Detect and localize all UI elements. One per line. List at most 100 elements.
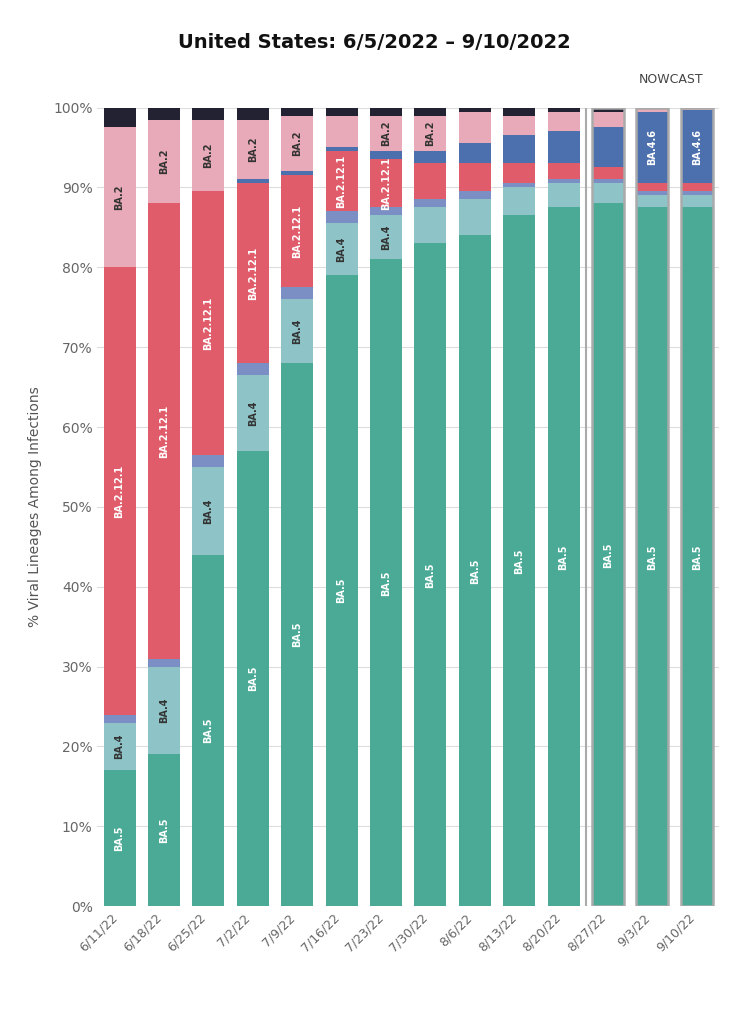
Bar <box>637 196 668 207</box>
Bar <box>637 207 668 906</box>
Text: BA.2.12.1: BA.2.12.1 <box>115 464 124 517</box>
Bar <box>281 116 313 171</box>
Bar <box>103 108 136 127</box>
Bar <box>237 120 269 179</box>
Bar <box>548 108 580 112</box>
Bar <box>148 755 180 906</box>
Bar <box>414 108 446 116</box>
Text: BA.5: BA.5 <box>425 562 435 588</box>
Text: BA.4.6: BA.4.6 <box>692 129 702 165</box>
Text: BA.4.6: BA.4.6 <box>647 129 658 166</box>
Bar <box>637 191 668 196</box>
Bar <box>237 375 269 451</box>
Bar <box>326 211 357 223</box>
Text: BA.2: BA.2 <box>292 131 302 157</box>
Text: BA.4: BA.4 <box>248 400 258 426</box>
Bar <box>637 108 668 906</box>
Bar <box>414 164 446 200</box>
Text: United States: 6/5/2022 – 9/10/2022: United States: 6/5/2022 – 9/10/2022 <box>178 33 571 52</box>
Bar <box>281 175 313 287</box>
Text: BA.2: BA.2 <box>381 121 391 146</box>
Bar <box>592 108 624 112</box>
Bar <box>237 183 269 364</box>
Bar <box>281 299 313 364</box>
Bar <box>681 191 713 196</box>
Bar <box>503 183 536 187</box>
Text: BA.2.12.1: BA.2.12.1 <box>336 155 347 208</box>
Bar <box>281 171 313 175</box>
Bar <box>681 207 713 906</box>
Bar <box>148 204 180 658</box>
Bar <box>326 275 357 906</box>
Bar <box>237 179 269 183</box>
Text: BA.5: BA.5 <box>336 578 347 603</box>
Bar <box>681 108 713 906</box>
Bar <box>459 143 491 164</box>
Bar <box>548 183 580 207</box>
Bar <box>414 244 446 906</box>
Text: BA.5: BA.5 <box>115 825 124 851</box>
Text: BA.5: BA.5 <box>515 548 524 573</box>
Text: BA.2.12.1: BA.2.12.1 <box>381 157 391 210</box>
Bar <box>370 152 402 160</box>
Bar <box>592 127 624 167</box>
Bar <box>192 467 225 555</box>
Bar <box>681 196 713 207</box>
Bar <box>503 164 536 183</box>
Bar <box>103 770 136 906</box>
Bar <box>548 131 580 164</box>
Bar <box>592 167 624 179</box>
Bar <box>681 110 713 183</box>
Bar <box>503 116 536 135</box>
Bar <box>148 120 180 204</box>
Y-axis label: % Viral Lineages Among Infections: % Viral Lineages Among Infections <box>28 386 42 628</box>
Text: BA.5: BA.5 <box>204 718 213 743</box>
Text: BA.2: BA.2 <box>425 121 435 146</box>
Bar <box>237 108 269 120</box>
Bar <box>326 116 357 147</box>
Bar <box>414 207 446 244</box>
Bar <box>459 200 491 236</box>
Bar <box>103 715 136 723</box>
Bar <box>637 112 668 183</box>
Bar <box>414 152 446 164</box>
Bar <box>592 108 624 906</box>
Text: BA.2.12.1: BA.2.12.1 <box>248 247 258 300</box>
Bar <box>103 128 136 267</box>
Text: BA.5: BA.5 <box>647 544 658 569</box>
Bar <box>592 179 624 183</box>
Bar <box>192 191 225 455</box>
Bar <box>370 215 402 259</box>
Bar <box>370 116 402 152</box>
Bar <box>459 191 491 200</box>
Bar <box>548 207 580 906</box>
Text: BA.2.12.1: BA.2.12.1 <box>204 297 213 350</box>
Bar <box>237 451 269 906</box>
Text: BA.5: BA.5 <box>470 558 480 584</box>
Text: NOWCAST: NOWCAST <box>639 73 703 86</box>
Text: BA.2.12.1: BA.2.12.1 <box>292 205 302 258</box>
Text: BA.2: BA.2 <box>248 136 258 162</box>
Bar <box>637 183 668 191</box>
Bar <box>326 223 357 275</box>
Text: BA.5: BA.5 <box>381 570 391 596</box>
Text: BA.2: BA.2 <box>115 184 124 210</box>
Text: BA.4: BA.4 <box>159 697 169 723</box>
Bar <box>459 108 491 112</box>
Bar <box>103 267 136 715</box>
Bar <box>592 204 624 906</box>
Text: BA.2: BA.2 <box>204 142 213 168</box>
Bar <box>548 164 580 179</box>
Bar <box>148 108 180 120</box>
Text: BA.5: BA.5 <box>159 817 169 843</box>
Bar <box>192 455 225 467</box>
Bar <box>459 236 491 906</box>
Bar <box>503 108 536 116</box>
Bar <box>370 259 402 906</box>
Bar <box>103 723 136 770</box>
Bar <box>281 364 313 906</box>
Bar <box>370 160 402 207</box>
Bar <box>192 555 225 906</box>
Bar <box>414 200 446 207</box>
Text: BA.2: BA.2 <box>159 148 169 174</box>
